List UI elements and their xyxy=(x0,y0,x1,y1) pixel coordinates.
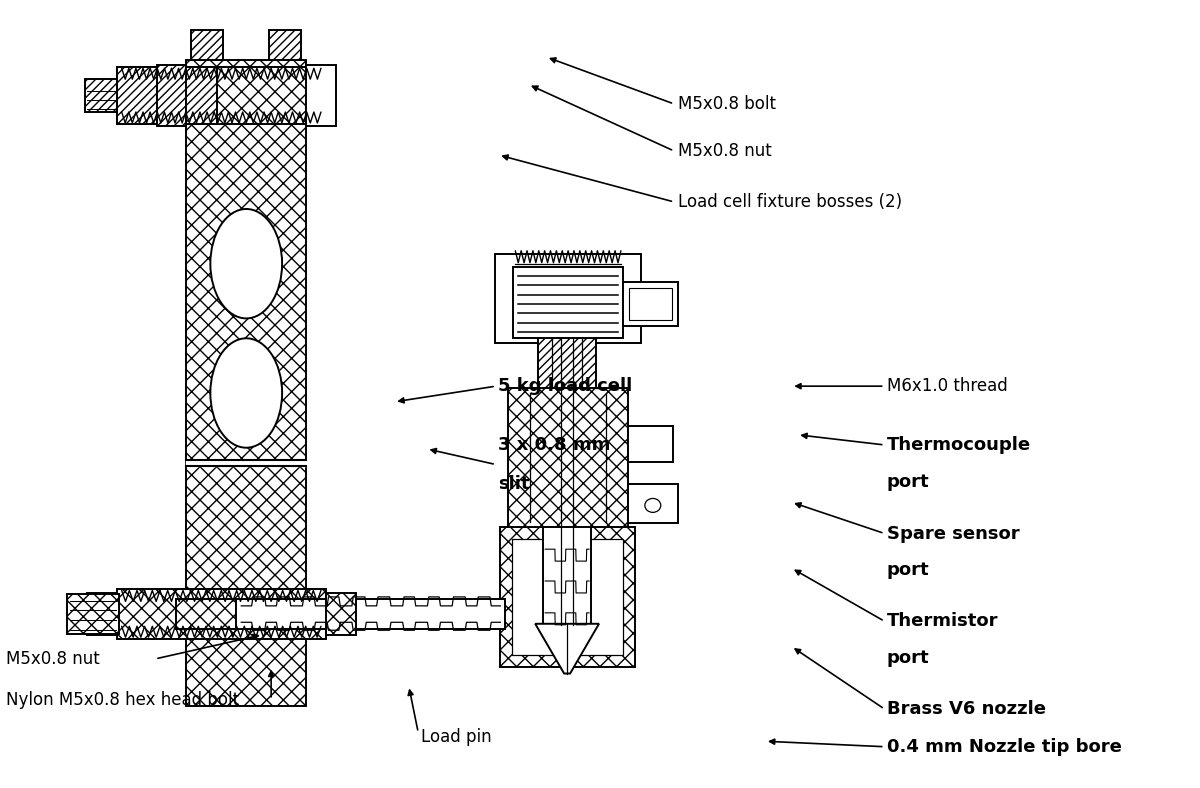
Text: M5x0.8 nut: M5x0.8 nut xyxy=(6,650,100,668)
Text: Spare sensor: Spare sensor xyxy=(887,525,1020,542)
Text: port: port xyxy=(887,561,930,579)
Text: M5x0.8 bolt: M5x0.8 bolt xyxy=(678,95,775,113)
Text: Load cell fixture bosses (2): Load cell fixture bosses (2) xyxy=(678,193,902,211)
Text: 0.4 mm Nozzle tip bore: 0.4 mm Nozzle tip bore xyxy=(887,738,1122,756)
Text: slit: slit xyxy=(498,475,530,493)
Ellipse shape xyxy=(210,338,282,448)
Bar xyxy=(512,539,623,655)
Bar xyxy=(269,30,301,60)
Bar xyxy=(116,67,217,125)
Text: M6x1.0 thread: M6x1.0 thread xyxy=(887,377,1008,395)
Bar xyxy=(539,338,596,388)
Ellipse shape xyxy=(644,499,661,512)
Text: 5 kg load cell: 5 kg load cell xyxy=(498,377,632,395)
Text: Load pin: Load pin xyxy=(421,728,491,746)
Bar xyxy=(623,281,678,326)
Text: Thermocouple: Thermocouple xyxy=(887,436,1031,454)
Polygon shape xyxy=(535,624,599,674)
Text: M5x0.8 nut: M5x0.8 nut xyxy=(678,142,772,160)
Bar xyxy=(544,527,592,624)
Bar xyxy=(116,589,326,639)
Bar xyxy=(85,79,116,113)
Bar xyxy=(67,594,119,634)
Bar xyxy=(192,30,223,60)
Bar xyxy=(236,599,505,629)
Bar xyxy=(628,484,678,523)
Text: Thermistor: Thermistor xyxy=(887,612,998,630)
Bar xyxy=(156,65,186,126)
Text: 3 x 0.8 mm: 3 x 0.8 mm xyxy=(498,436,611,454)
Bar xyxy=(496,254,641,344)
Bar xyxy=(628,426,673,462)
Bar xyxy=(326,593,356,634)
Text: Brass V6 nozzle: Brass V6 nozzle xyxy=(887,700,1046,718)
Bar xyxy=(509,388,628,527)
Ellipse shape xyxy=(210,209,282,318)
Bar xyxy=(86,593,116,634)
Bar xyxy=(176,599,236,629)
Text: Nylon M5x0.8 hex head bolt: Nylon M5x0.8 hex head bolt xyxy=(6,691,239,708)
Bar xyxy=(116,67,326,125)
Bar xyxy=(500,527,635,667)
Bar xyxy=(306,65,336,126)
Bar xyxy=(514,266,623,338)
Bar xyxy=(629,288,672,321)
Bar xyxy=(186,60,306,706)
Text: port: port xyxy=(887,473,930,491)
Text: port: port xyxy=(887,649,930,667)
